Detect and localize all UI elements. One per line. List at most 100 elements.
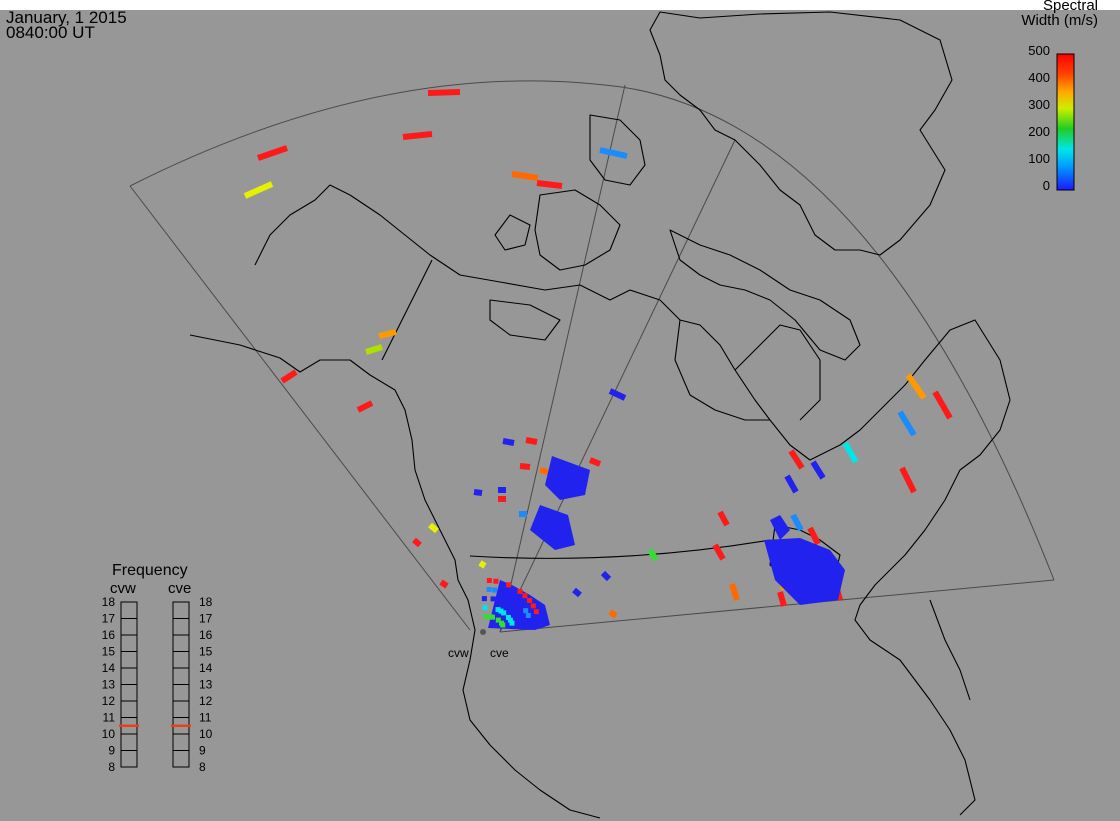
coast-arctic-islands-1 — [535, 190, 620, 270]
frequency-tick-right: 10 — [199, 727, 213, 741]
scatter-segment — [520, 466, 530, 467]
frequency-tick-left: 15 — [102, 645, 116, 659]
coast-arctic-islands-2 — [590, 115, 645, 185]
scatter-cluster — [530, 505, 575, 550]
colorbar-tick-0: 0 — [1043, 178, 1050, 193]
scatter-cell — [527, 598, 532, 603]
colorbar: 500 400 300 200 100 0 — [1028, 43, 1074, 193]
frequency-tick-right: 14 — [199, 661, 213, 675]
frequency-scale: 18 18 17 17 16 16 15 15 14 14 13 13 12 12 11 11 10 10 9 9 8 8 — [102, 595, 213, 774]
colorbar-tick-400: 400 — [1028, 70, 1050, 85]
scatter-segment — [526, 440, 537, 442]
border-us-canada — [470, 540, 770, 558]
scatter-segment — [480, 563, 485, 566]
station-label-cvw: cvw — [448, 646, 469, 660]
frequency-tick-right: 9 — [199, 744, 206, 758]
scatter-segment — [503, 441, 514, 443]
scatter-cell — [482, 596, 487, 601]
colorbar-tick-500: 500 — [1028, 43, 1050, 58]
frequency-tick-right: 17 — [199, 612, 213, 626]
station-dot — [480, 629, 486, 635]
scatter-cell — [487, 578, 492, 583]
coastlines — [190, 12, 1010, 818]
scatter-cluster — [764, 538, 845, 605]
coast-hudson-bay — [675, 320, 820, 420]
scatter-segment — [414, 540, 420, 545]
frequency-tick-left: 13 — [102, 678, 116, 692]
frequency-tick-left: 17 — [102, 612, 116, 626]
scatter-segment — [245, 184, 272, 196]
frequency-tick-left: 8 — [108, 760, 115, 774]
scatter-segment — [900, 412, 914, 435]
station-markers: cvw cve — [448, 629, 509, 660]
scatter-segment — [603, 573, 609, 579]
colorbar-gradient — [1057, 54, 1074, 190]
scatter-segment — [512, 174, 538, 178]
scatter-segment — [780, 592, 784, 606]
scatter-segment — [810, 528, 818, 544]
station-label-cve: cve — [490, 646, 509, 660]
scatter-cell — [518, 589, 523, 594]
scatter-cell — [501, 610, 506, 615]
scatter-segment — [428, 92, 460, 93]
scatter-cell — [490, 615, 495, 620]
scatter-segment — [379, 332, 396, 336]
scatter-segment — [474, 492, 482, 493]
frequency-tick-right: 11 — [199, 711, 212, 725]
scatter-cell — [500, 623, 505, 628]
scatter-segment — [441, 582, 447, 586]
frequency-title: Frequency — [112, 562, 188, 579]
scatter-cluster — [545, 456, 590, 500]
frequency-tick-right: 8 — [199, 760, 206, 774]
frequency-tick-left: 11 — [103, 711, 116, 725]
scatter-segment — [650, 550, 656, 560]
scatter-cell — [534, 609, 539, 614]
frequency-tick-right: 16 — [199, 628, 213, 642]
frequency-panel: Frequency cvw cve 18 18 17 17 16 16 15 15 14 14 13… — [102, 562, 213, 774]
scatter-cell — [483, 605, 488, 610]
frequency-tick-right: 13 — [199, 678, 213, 692]
scatter-segment — [366, 347, 382, 352]
scatter-cell — [510, 621, 515, 626]
coast-victoria-island — [490, 300, 560, 340]
scatter-segment — [600, 150, 627, 156]
scatter-segment — [574, 590, 580, 595]
scatter-segment — [908, 375, 924, 398]
scatter-segment — [358, 403, 372, 410]
scatter-cluster — [770, 515, 790, 540]
scatter-segment — [732, 584, 737, 600]
frequency-tick-left: 10 — [102, 727, 116, 741]
frequency-tick-left: 16 — [102, 628, 116, 642]
scatter-cell — [493, 579, 498, 584]
scatter-cell — [523, 608, 528, 613]
scatter-cell — [487, 587, 492, 592]
scatter-cell — [492, 588, 497, 593]
scatter-segment — [935, 392, 950, 418]
colorbar-tick-100: 100 — [1028, 151, 1050, 166]
border-alaska — [382, 260, 432, 360]
frequency-tick-left: 12 — [102, 694, 116, 708]
frequency-tick-left: 14 — [102, 661, 116, 675]
scatter-segment — [282, 372, 296, 381]
scatter-segment — [610, 612, 616, 616]
scatter-segment — [403, 134, 432, 137]
scatter-cell — [495, 597, 500, 602]
scatter-segment — [791, 451, 802, 468]
scatter-segment — [258, 148, 287, 158]
scatter-cell — [491, 596, 496, 601]
scatter-cell — [526, 613, 531, 618]
frequency-radar-cve: cve — [168, 580, 191, 597]
coast-florida-east — [930, 600, 970, 700]
scatter-segment — [845, 443, 856, 462]
fov-inner-boundary-1 — [500, 85, 625, 632]
coast-alaska-canada — [190, 335, 600, 818]
frequency-tick-right: 18 — [199, 595, 213, 609]
colorbar-tick-200: 200 — [1028, 124, 1050, 139]
scatter-cell — [531, 603, 536, 608]
frequency-tick-right: 15 — [199, 645, 213, 659]
scatter-segment — [590, 460, 600, 464]
scatter-segment — [430, 525, 437, 531]
scatter-cell — [523, 593, 528, 598]
scatter-segment — [537, 183, 562, 186]
